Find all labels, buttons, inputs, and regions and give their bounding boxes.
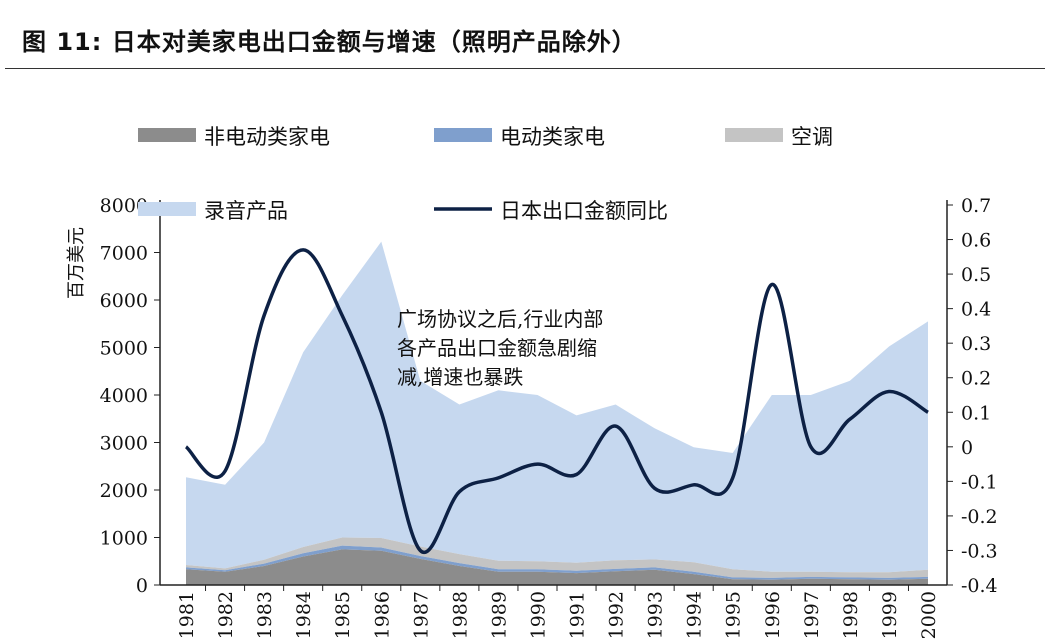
x-tick-label: 1992 bbox=[606, 591, 628, 639]
growth-line-layer bbox=[184, 248, 929, 555]
x-tick-label: 1981 bbox=[176, 591, 198, 639]
y-tick-label-left: 3000 bbox=[100, 433, 148, 455]
x-tick-label: 1986 bbox=[371, 591, 393, 639]
area-series-4 bbox=[186, 241, 928, 573]
y-tick-label-left: 7000 bbox=[100, 243, 148, 265]
x-tick-label: 1990 bbox=[527, 591, 549, 639]
y-tick-label-left: 2000 bbox=[100, 480, 148, 502]
area-series-1 bbox=[186, 549, 928, 585]
x-tick-label: 1989 bbox=[488, 591, 510, 639]
y-tick-label-right: 0.5 bbox=[961, 264, 991, 286]
annotation-line: 广场协议之后,行业内部 bbox=[397, 307, 603, 331]
x-tick-label: 1983 bbox=[254, 591, 276, 639]
y-tick-label-left: 8000 bbox=[100, 195, 148, 217]
legend-item: 日本出口金额同比 bbox=[434, 199, 668, 223]
legend-label: 日本出口金额同比 bbox=[500, 199, 668, 223]
y-tick-label-right: -0.2 bbox=[961, 506, 998, 528]
x-tick-label: 1995 bbox=[723, 591, 745, 639]
y-tick-label-right: 0.6 bbox=[961, 230, 991, 252]
x-tick-label: 1982 bbox=[215, 591, 237, 639]
annotation-line: 减,增速也暴跌 bbox=[397, 365, 523, 389]
figure-header: 图 11: 日本对美家电出口金额与增速（照明产品除外） bbox=[0, 0, 1050, 70]
y-tick-label-left: 6000 bbox=[100, 290, 148, 312]
title-divider bbox=[5, 68, 1045, 69]
area-layers bbox=[186, 241, 928, 585]
x-tick-label: 1998 bbox=[840, 591, 862, 639]
legend-label: 非电动类家电 bbox=[204, 125, 330, 149]
x-tick-label: 1987 bbox=[410, 591, 432, 639]
y-tick-label-right: -0.1 bbox=[961, 471, 998, 493]
y-tick-label-right: 0.7 bbox=[961, 195, 991, 217]
y-tick-label-right: -0.4 bbox=[961, 575, 998, 597]
x-tick-label: 1997 bbox=[801, 591, 823, 639]
area-series-3 bbox=[186, 537, 928, 578]
y-tick-label-left: 1000 bbox=[100, 528, 148, 550]
y-tick-label-right: 0.3 bbox=[961, 333, 991, 355]
x-tick-label: 1988 bbox=[449, 591, 471, 639]
y-axis-title: 百万美元 bbox=[66, 227, 87, 299]
legend-swatch bbox=[725, 128, 783, 142]
legend-label: 空调 bbox=[791, 125, 833, 149]
legend-label: 电动类家电 bbox=[500, 125, 605, 149]
legend-swatch bbox=[138, 202, 196, 216]
y-tick-label-left: 4000 bbox=[100, 385, 148, 407]
y-tick-label-right: 0.4 bbox=[961, 299, 991, 321]
y-tick-label-left: 0 bbox=[136, 575, 148, 597]
y-tick-label-right: 0.2 bbox=[961, 368, 991, 390]
legend-label: 录音产品 bbox=[204, 199, 288, 223]
legend-swatch bbox=[434, 128, 492, 142]
y-tick-label-right: 0 bbox=[961, 437, 973, 459]
legend-swatch bbox=[138, 128, 196, 142]
x-tick-label: 1994 bbox=[684, 591, 706, 639]
legend-item: 空调 bbox=[725, 125, 833, 149]
chart-axes: 0 1000 2000 3000 4000 5000 6000 7000 8000 -0.4 -0.… bbox=[66, 195, 998, 639]
x-tick-label: 1999 bbox=[879, 591, 901, 639]
x-tick-label: 1991 bbox=[567, 591, 589, 639]
y-tick-label-left: 5000 bbox=[100, 338, 148, 360]
x-tick-label: 1993 bbox=[645, 591, 667, 639]
legend-item: 电动类家电 bbox=[434, 125, 605, 149]
y-tick-label-right: -0.3 bbox=[961, 540, 998, 562]
figure-title: 图 11: 日本对美家电出口金额与增速（照明产品除外） bbox=[22, 28, 637, 56]
x-tick-label: 1985 bbox=[332, 591, 354, 639]
annotation-line: 各产品出口金额急剧缩 bbox=[397, 336, 597, 360]
legend-item: 非电动类家电 bbox=[138, 125, 330, 149]
y-tick-label-right: 0.1 bbox=[961, 402, 991, 424]
x-tick-label: 2000 bbox=[918, 591, 940, 639]
x-tick-label: 1984 bbox=[293, 591, 315, 639]
x-tick-label: 1996 bbox=[762, 591, 784, 639]
legend-item: 录音产品 bbox=[138, 199, 288, 223]
